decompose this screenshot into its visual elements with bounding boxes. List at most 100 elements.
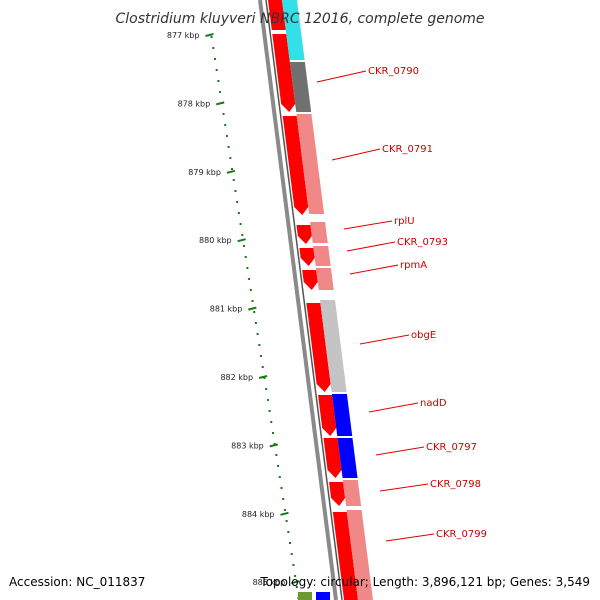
gene-callout-line — [349, 264, 399, 275]
ruler-dot — [212, 47, 215, 49]
ruler-dot — [244, 256, 247, 258]
ruler-dot — [290, 553, 293, 555]
ruler-dots — [210, 36, 300, 599]
ruler-dot — [280, 487, 283, 489]
gene-callout-line — [316, 70, 367, 83]
forward-strand-track — [268, 0, 358, 600]
gene-label[interactable]: nadD — [420, 398, 447, 409]
ruler-dot — [258, 344, 261, 346]
ruler-dot — [277, 465, 280, 467]
gene-label[interactable]: CKR_0799 — [436, 529, 487, 540]
gene-feature — [332, 512, 358, 600]
ruler-dot — [266, 399, 269, 401]
backbone-line — [265, 0, 343, 600]
ruler-dot — [232, 179, 235, 181]
ruler-dot — [219, 91, 222, 93]
ruler-dot — [278, 476, 281, 478]
ruler-dot — [249, 289, 252, 291]
gene-feature — [323, 438, 342, 478]
ruler-dot — [241, 234, 244, 236]
gene-callout-line — [359, 334, 410, 345]
gene-label[interactable]: CKR_0791 — [382, 144, 433, 155]
ruler-dot — [261, 366, 264, 368]
gene-callout-line — [343, 220, 393, 230]
ruler-dot — [265, 388, 268, 390]
ruler-major-tick — [248, 306, 257, 311]
gene-feature — [329, 482, 346, 506]
ruler-dot — [260, 355, 263, 357]
ruler-dot — [268, 410, 271, 412]
color-feature — [289, 62, 312, 112]
gene-label[interactable]: CKR_0798 — [430, 479, 481, 490]
color-track — [282, 0, 373, 600]
gene-label[interactable]: rplU — [394, 216, 415, 227]
ruler-label: 882 kbp — [220, 373, 253, 382]
ruler-label: 879 kbp — [188, 168, 221, 177]
gene-feature — [268, 0, 286, 30]
gene-label[interactable]: CKR_0793 — [397, 237, 448, 248]
gene-callouts — [316, 70, 435, 542]
gene-feature — [282, 116, 309, 215]
ruler-label: 883 kbp — [231, 441, 264, 450]
color-feature — [313, 246, 331, 266]
ruler-dot — [294, 575, 297, 577]
ruler-major-tick — [205, 33, 214, 37]
ruler-major-tick — [269, 443, 279, 448]
ruler-dot — [251, 300, 254, 302]
ruler-dot — [222, 113, 225, 115]
summary-text: Topology: circular; Length: 3,896,121 bp… — [259, 575, 590, 589]
ruler-major-tick — [280, 511, 289, 516]
ruler-dot — [273, 443, 276, 445]
ruler-dot — [282, 498, 285, 500]
ruler-label: 880 kbp — [199, 236, 232, 245]
ruler-dot — [275, 454, 278, 456]
gene-feature — [272, 34, 296, 112]
ruler-dot — [210, 36, 213, 38]
ruler-label: 885 kbp — [253, 578, 286, 587]
gene-label[interactable]: obgE — [411, 330, 436, 341]
ruler-dot — [242, 245, 245, 247]
ruler-dot — [229, 157, 232, 159]
ruler-dot — [237, 212, 240, 214]
color-feature — [337, 438, 358, 478]
ruler-dot — [246, 267, 249, 269]
gene-callout-line — [375, 446, 425, 456]
gene-feature — [302, 270, 318, 290]
color-feature — [310, 222, 328, 243]
color-feature — [315, 268, 334, 290]
backbone — [258, 0, 343, 600]
ruler-dot — [270, 421, 273, 423]
gene-labels: CKR_0790 CKR_0791 rplU CKR_0793 rpmA obgE nadD… — [368, 66, 487, 540]
ruler-dot — [271, 432, 274, 434]
accession-text: Accession: NC_011837 — [9, 575, 145, 589]
ruler-dot — [254, 322, 257, 324]
ruler-dot — [227, 146, 230, 148]
ruler-dot — [295, 586, 298, 588]
gene-callout-line — [346, 241, 396, 252]
color-feature — [342, 480, 362, 506]
ruler-dot — [263, 377, 266, 379]
ruler-dot — [213, 58, 216, 60]
ruler-dot — [234, 190, 237, 192]
ruler-dot — [256, 333, 259, 335]
ruler-dot — [253, 311, 256, 313]
color-feature — [296, 114, 325, 214]
ruler-label: 877 kbp — [167, 31, 200, 40]
gene-callout-line — [331, 148, 381, 161]
gene-callout-line — [379, 483, 429, 492]
ruler-dot — [287, 531, 290, 533]
ruler-dot — [292, 564, 295, 566]
ruler-dot — [283, 509, 286, 511]
ruler-dot — [289, 542, 292, 544]
gene-label[interactable]: rpmA — [400, 260, 427, 271]
gene-label[interactable]: CKR_0790 — [368, 66, 419, 77]
ruler-dot — [225, 135, 228, 137]
gene-callout-line — [385, 533, 435, 542]
gene-label[interactable]: CKR_0797 — [426, 442, 477, 453]
ruler-major-tick — [215, 101, 225, 106]
gene-callout-line — [368, 402, 419, 413]
strip-feature — [316, 592, 330, 600]
strip-feature — [298, 592, 312, 600]
ruler-dot — [231, 168, 234, 170]
